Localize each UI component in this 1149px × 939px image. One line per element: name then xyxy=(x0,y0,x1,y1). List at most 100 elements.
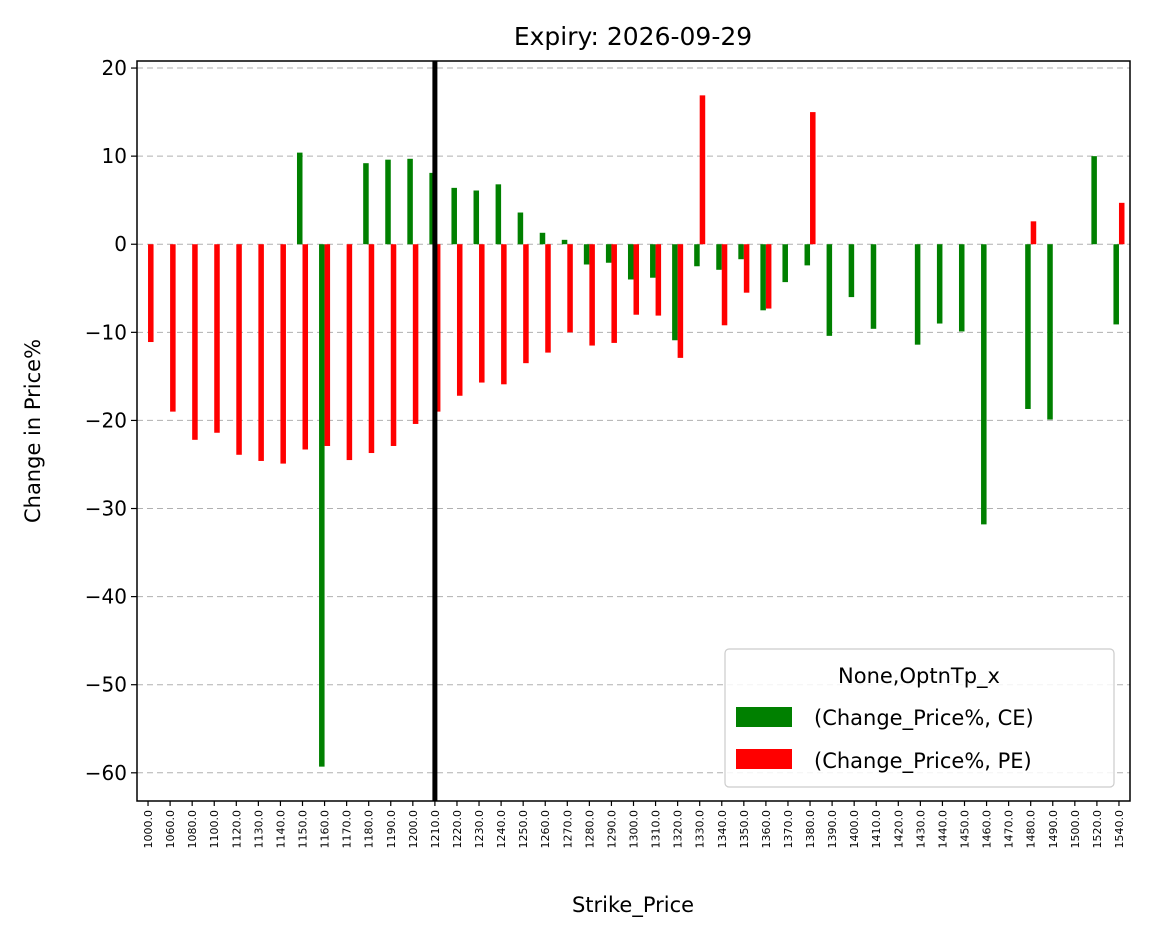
bar-pe-1180.0 xyxy=(368,244,375,454)
x-tick-label: 1490.0 xyxy=(1047,810,1060,849)
bar-ce-1260.0 xyxy=(539,232,546,245)
bar-ce-1480.0 xyxy=(1025,244,1031,409)
y-axis: 20 10 0 −10 −20 −30 −40 −50 −60 xyxy=(85,56,137,785)
legend-box xyxy=(724,648,1115,788)
bar-pe-1330.0 xyxy=(699,95,706,245)
bar-ce-1300.0 xyxy=(627,244,634,280)
bar-ce-1290.0 xyxy=(605,244,612,263)
y-tick-label: 10 xyxy=(102,144,127,168)
x-tick-label: 1130.0 xyxy=(252,810,265,849)
x-tick-label: 1210.0 xyxy=(429,810,442,849)
x-tick-label: 1190.0 xyxy=(385,810,398,849)
x-tick-label: 1480.0 xyxy=(1025,810,1038,849)
bar-pe-1140.0 xyxy=(280,244,286,464)
bar-pe-1190.0 xyxy=(390,244,397,446)
bar-pe-1340.0 xyxy=(721,244,728,326)
bar-ce-1280.0 xyxy=(583,244,590,265)
bar-pe-1360.0 xyxy=(765,244,772,309)
x-tick-label: 1080.0 xyxy=(186,810,199,849)
bar-pe-1250.0 xyxy=(523,244,529,364)
x-tick-label: 1200.0 xyxy=(407,810,420,849)
bar-pe-1220.0 xyxy=(456,244,463,396)
bar-pe-1240.0 xyxy=(501,244,507,385)
x-tick-label: 1170.0 xyxy=(341,810,354,849)
bar-ce-1490.0 xyxy=(1047,244,1053,420)
bar-pe-1380.0 xyxy=(810,112,816,245)
x-tick-label: 1060.0 xyxy=(164,810,177,849)
x-tick-label: 1500.0 xyxy=(1069,810,1082,849)
bar-pe-1350.0 xyxy=(743,244,750,293)
bar-ce-1210.0 xyxy=(429,172,435,245)
bar-ce-1520.0 xyxy=(1091,156,1097,245)
y-tick-label: −10 xyxy=(85,320,127,344)
bar-ce-1430.0 xyxy=(914,244,921,345)
bar-ce-1190.0 xyxy=(385,159,391,245)
bar-ce-1250.0 xyxy=(517,212,524,245)
x-tick-label: 1240.0 xyxy=(495,810,508,849)
bar-pe-1320.0 xyxy=(677,244,684,358)
x-tick-label: 1250.0 xyxy=(517,810,530,849)
bar-ce-1180.0 xyxy=(363,163,369,245)
bar-ce-1330.0 xyxy=(694,244,700,267)
y-tick-label: −50 xyxy=(85,673,127,697)
x-tick-label: 1140.0 xyxy=(274,810,287,849)
bar-pe-1290.0 xyxy=(611,244,617,343)
x-tick-label: 1370.0 xyxy=(782,810,795,849)
legend-swatch-ce xyxy=(736,707,792,727)
x-tick-label: 1350.0 xyxy=(738,810,751,849)
bar-ce-1390.0 xyxy=(826,244,833,336)
legend: None,OptnTp_x (Change_Price%, CE) (Chang… xyxy=(724,648,1115,788)
x-tick-label: 1280.0 xyxy=(583,810,596,849)
x-tick-label: 1470.0 xyxy=(1003,810,1016,849)
x-axis-title: Strike_Price xyxy=(572,893,694,918)
bar-ce-1350.0 xyxy=(738,244,744,260)
x-tick-label: 1540.0 xyxy=(1113,810,1126,849)
legend-label-pe: (Change_Price%, PE) xyxy=(814,749,1032,774)
bar-pe-1210.0 xyxy=(434,244,441,412)
bar-ce-1360.0 xyxy=(760,244,766,311)
x-tick-label: 1120.0 xyxy=(230,810,243,849)
bars xyxy=(148,95,1125,767)
bar-pe-1200.0 xyxy=(412,244,419,424)
y-tick-label: 20 xyxy=(102,56,127,80)
y-tick-label: −60 xyxy=(85,761,127,785)
bar-ce-1400.0 xyxy=(848,244,855,298)
x-tick-label: 1270.0 xyxy=(561,810,574,849)
x-tick-label: 1340.0 xyxy=(716,810,729,849)
x-tick-label: 1330.0 xyxy=(694,810,707,849)
y-axis-title: Change in Price% xyxy=(21,339,45,523)
bar-pe-1080.0 xyxy=(192,244,198,440)
chart-title: Expiry: 2026-09-29 xyxy=(514,22,752,51)
x-tick-label: 1230.0 xyxy=(473,810,486,849)
x-tick-label: 1300.0 xyxy=(628,810,641,849)
bar-pe-1170.0 xyxy=(346,244,353,461)
x-tick-label: 1390.0 xyxy=(826,810,839,849)
x-tick-label: 1000.0 xyxy=(142,810,155,849)
bar-ce-1540.0 xyxy=(1113,244,1119,325)
x-tick-label: 1460.0 xyxy=(981,810,994,849)
bar-ce-1370.0 xyxy=(782,244,788,283)
bar-pe-1310.0 xyxy=(655,244,662,316)
bar-pe-1280.0 xyxy=(589,244,595,346)
y-tick-label: −30 xyxy=(85,497,127,521)
legend-title: None,OptnTp_x xyxy=(838,664,1000,689)
bar-pe-1120.0 xyxy=(236,244,242,455)
x-tick-label: 1180.0 xyxy=(363,810,376,849)
x-tick-label: 1520.0 xyxy=(1091,810,1104,849)
y-tick-label: −20 xyxy=(85,408,127,432)
bar-ce-1340.0 xyxy=(716,244,722,270)
bar-pe-1130.0 xyxy=(258,244,264,461)
x-tick-label: 1400.0 xyxy=(848,810,861,849)
bar-ce-1150.0 xyxy=(296,152,303,245)
bar-pe-1060.0 xyxy=(170,244,176,412)
bar-ce-1200.0 xyxy=(407,158,413,245)
bar-ce-1230.0 xyxy=(473,190,480,245)
x-tick-label: 1220.0 xyxy=(451,810,464,849)
bar-ce-1310.0 xyxy=(650,244,656,278)
x-tick-label: 1410.0 xyxy=(870,810,883,849)
bar-ce-1380.0 xyxy=(804,244,811,266)
x-tick-label: 1160.0 xyxy=(319,810,332,849)
legend-label-ce: (Change_Price%, CE) xyxy=(814,706,1034,731)
